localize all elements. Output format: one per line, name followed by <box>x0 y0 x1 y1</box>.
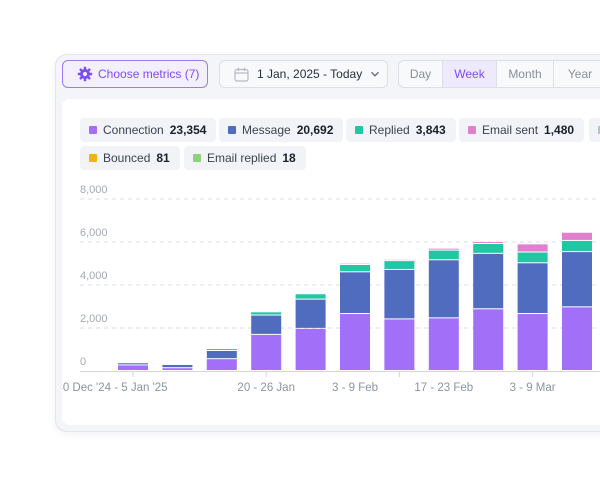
legend-name: Replied <box>369 123 410 137</box>
legend-item-email-sent[interactable]: Email sent 1,480 <box>459 118 585 142</box>
choose-metrics-label: Choose metrics (7) <box>98 67 200 81</box>
bar-segment <box>384 269 415 319</box>
bar-segment <box>295 299 326 328</box>
y-tick-label: 0 <box>80 356 86 368</box>
legend-swatch <box>193 154 201 162</box>
bar-segment <box>428 248 459 250</box>
bar-segment <box>473 253 504 309</box>
x-tick-label: 20 - 26 Jan <box>237 382 295 394</box>
legend-total: 23,354 <box>169 123 207 137</box>
bar-segment <box>162 364 193 368</box>
bar-segment <box>206 349 237 351</box>
date-range-label: 1 Jan, 2025 - Today <box>257 67 363 81</box>
bar-segment <box>517 244 548 252</box>
legend-name: Connection <box>103 123 164 137</box>
bar-segment <box>340 265 370 272</box>
choose-metrics-button[interactable]: Choose metrics (7) <box>62 60 208 88</box>
bar-segment <box>562 252 592 307</box>
tab-year-label: Year <box>567 67 593 81</box>
chart-panel: Connection 23,354 Message 20,692 Replied… <box>56 99 600 425</box>
calendar-icon <box>234 67 249 82</box>
bar-segment <box>340 272 370 314</box>
legend-name: Message <box>242 123 291 137</box>
bar-segment <box>340 314 370 370</box>
legend-item-message[interactable]: Message 20,692 <box>219 118 344 142</box>
date-range-picker[interactable]: 1 Jan, 2025 - Today <box>219 60 388 88</box>
legend-item-email-replied[interactable]: Email replied 18 <box>184 146 306 170</box>
legend-item-replied[interactable]: Replied 3,843 <box>346 118 456 142</box>
legend-swatch <box>89 154 97 162</box>
legend-name: Email sent <box>482 123 539 137</box>
legend-name: Email replied <box>207 151 277 165</box>
bar-segment <box>473 309 504 370</box>
y-tick-label: 6,000 <box>80 227 108 239</box>
bar-segment <box>517 314 548 370</box>
toolbar: Choose metrics (7) 1 Jan, 2025 - Today D… <box>56 55 600 97</box>
legend-swatch <box>355 126 363 134</box>
y-tick-label: 2,000 <box>80 313 108 325</box>
bar-segment <box>517 263 548 314</box>
tab-month-label: Month <box>508 67 542 81</box>
bar-segment <box>473 243 504 253</box>
bar-segment <box>162 368 193 370</box>
chevron-down-icon <box>370 69 380 79</box>
tab-year[interactable]: Year <box>554 61 600 87</box>
tab-week[interactable]: Week <box>443 61 497 87</box>
y-tick-label: 4,000 <box>80 270 108 282</box>
bar-segment <box>206 351 237 359</box>
bar-segment <box>428 318 459 370</box>
bar-segment <box>562 240 592 252</box>
legend-total: 18 <box>282 151 296 165</box>
legend-total: 1,480 <box>544 123 575 137</box>
x-tick-label: 17 - 23 Feb <box>414 382 473 394</box>
analytics-card: Choose metrics (7) 1 Jan, 2025 - Today D… <box>55 54 600 432</box>
bar-segment <box>517 252 548 263</box>
bar-segment <box>384 319 415 370</box>
stacked-bar-chart: 0 2,000 4,000 6,000 8,000 30 Dec '24 - 5 Jan … <box>56 184 600 394</box>
bar-segment <box>428 260 459 318</box>
bar-segment <box>295 294 326 299</box>
bar-segment <box>251 312 282 315</box>
tab-day-label: Day <box>409 67 432 81</box>
bar-segment <box>562 232 592 240</box>
bar-segment <box>251 334 282 370</box>
tab-day[interactable]: Day <box>399 61 443 87</box>
legend-item-hidden[interactable] <box>589 118 600 142</box>
legend-total: 20,692 <box>296 123 334 137</box>
legend-item-bounced[interactable]: Bounced 81 <box>80 146 180 170</box>
bar-segment <box>562 307 592 370</box>
legend-swatch <box>228 126 236 134</box>
legend-item-connection[interactable]: Connection 23,354 <box>80 118 217 142</box>
x-tick-label: 30 Dec '24 - 5 Jan '25 <box>62 382 168 394</box>
tab-week-label: Week <box>454 67 485 81</box>
x-tick-label: 3 - 9 Mar <box>510 382 556 394</box>
bar-segment <box>251 315 282 334</box>
legend-name: Bounced <box>103 151 151 165</box>
legend-swatch <box>598 126 600 134</box>
bar-segment <box>206 359 237 370</box>
bar-segment <box>384 261 415 269</box>
bar-segment <box>118 365 148 370</box>
legend-total: 81 <box>156 151 170 165</box>
bar-segment <box>473 242 504 243</box>
bar-segment <box>295 328 326 370</box>
legend-total: 3,843 <box>415 123 446 137</box>
y-tick-label: 8,000 <box>80 184 108 196</box>
gear-icon <box>77 66 93 82</box>
legend-swatch <box>89 126 97 134</box>
legend-swatch <box>468 126 476 134</box>
tab-month[interactable]: Month <box>497 61 554 87</box>
x-tick-label: 3 - 9 Feb <box>332 382 378 394</box>
bar-segment <box>428 250 459 260</box>
bar-segment <box>118 363 148 365</box>
granularity-tabs: Day Week Month Year <box>398 60 600 88</box>
